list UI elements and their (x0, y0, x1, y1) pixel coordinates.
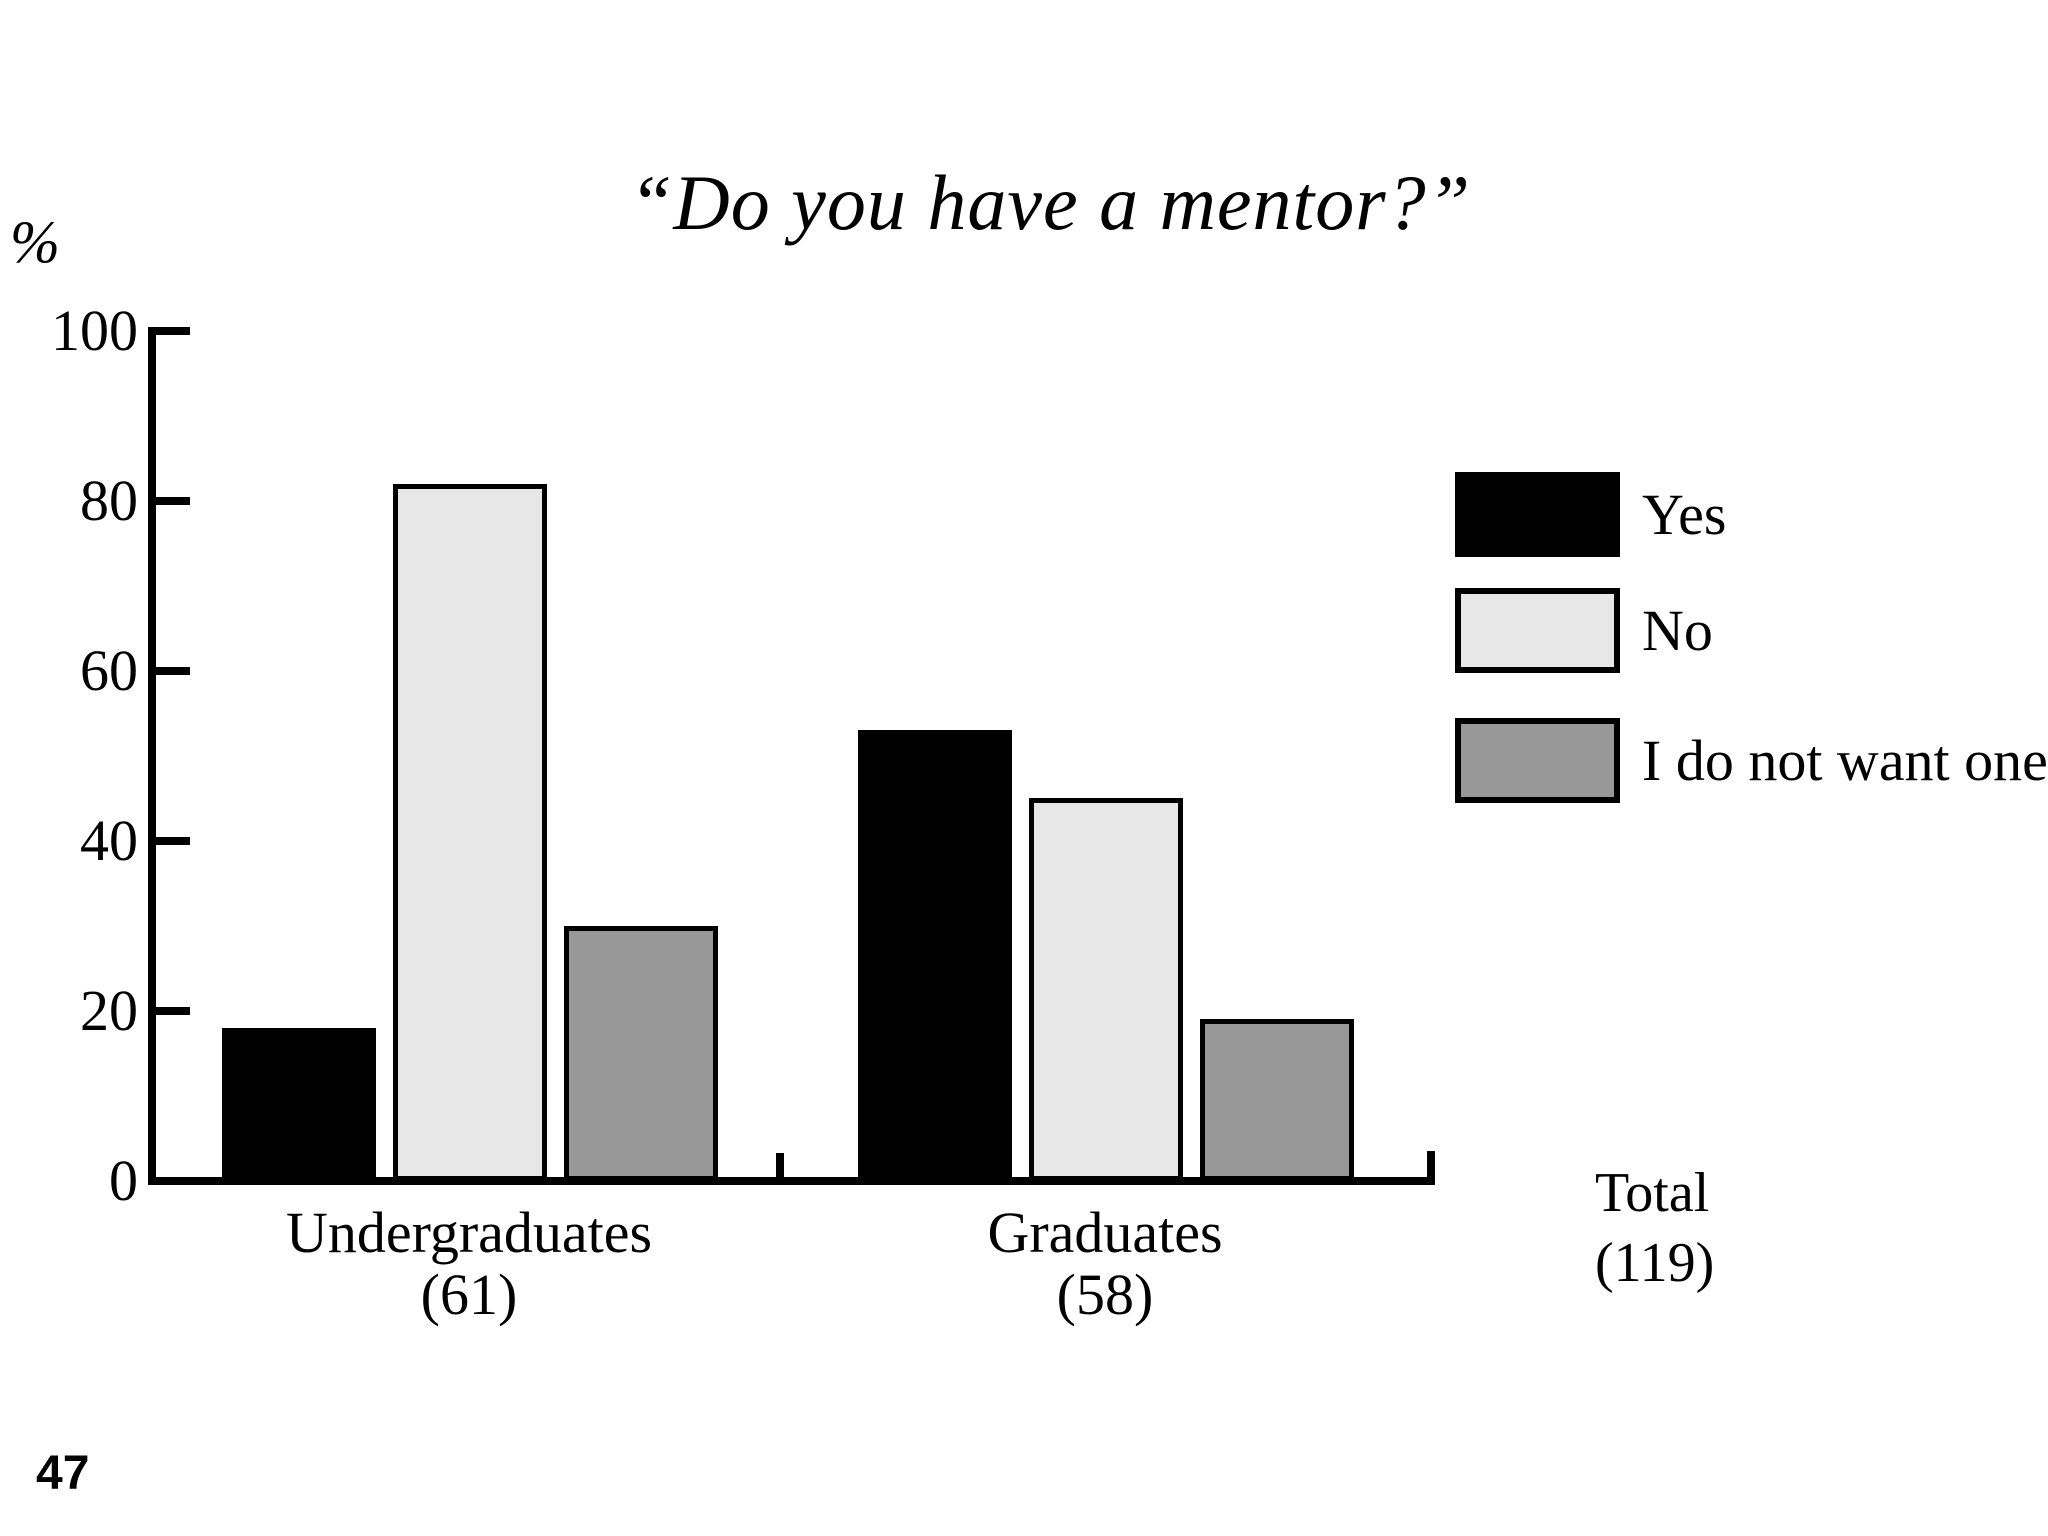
y-tick-label-60: 60 (80, 638, 138, 703)
y-tick-label-20: 20 (80, 978, 138, 1043)
group-name: Undergraduates (285, 1200, 653, 1265)
total-count: (119) (1595, 1232, 1715, 1294)
group-count: (58) (1056, 1262, 1154, 1327)
group-label-graduates: Graduates (58) (858, 1202, 1352, 1326)
y-tick-40 (156, 837, 190, 845)
y-tick-label-80: 80 (80, 468, 138, 533)
legend-swatch-no (1455, 588, 1620, 673)
chart-title: “Do you have a mentor?” (629, 159, 1471, 246)
bar-no-undergraduates (393, 484, 547, 1181)
y-axis-line (148, 327, 156, 1185)
x-axis-baseline (148, 1177, 1435, 1185)
bar-i-do-not-want-one-undergraduates (564, 926, 718, 1181)
group-name: Graduates (987, 1200, 1223, 1265)
y-tick-80 (156, 497, 190, 505)
y-tick-label-40: 40 (80, 808, 138, 873)
legend-label-no: No (1642, 598, 1713, 663)
y-axis-unit-label: % (10, 209, 60, 275)
y-tick-100 (156, 327, 190, 335)
total-annotation: Total (119) (1595, 1158, 1955, 1298)
y-tick-60 (156, 667, 190, 675)
bar-no-graduates (1029, 798, 1183, 1181)
legend-label-yes: Yes (1642, 482, 1727, 547)
bar-yes-graduates (858, 730, 1012, 1181)
bar-i-do-not-want-one-graduates (1200, 1019, 1354, 1181)
legend-swatch-i-do-not-want-one (1455, 718, 1620, 803)
x-axis-end-tick (1427, 1151, 1435, 1181)
total-label: Total (1595, 1162, 1710, 1224)
legend-item-i-do-not-want-one: I do not want one (1455, 718, 2048, 803)
y-tick-label-100: 100 (51, 298, 138, 363)
legend-item-no: No (1455, 588, 1713, 673)
bar-yes-undergraduates (222, 1028, 376, 1181)
group-label-undergraduates: Undergraduates (61) (222, 1202, 716, 1326)
x-axis-group-divider-tick (776, 1153, 784, 1181)
legend-swatch-yes (1455, 472, 1620, 557)
y-tick-20 (156, 1007, 190, 1015)
y-tick-label-0: 0 (109, 1148, 138, 1213)
legend-item-yes: Yes (1455, 472, 1726, 557)
legend-label-i-do-not-want-one: I do not want one (1642, 728, 2048, 793)
group-count: (61) (420, 1262, 518, 1327)
page-number: 47 (36, 1447, 90, 1500)
